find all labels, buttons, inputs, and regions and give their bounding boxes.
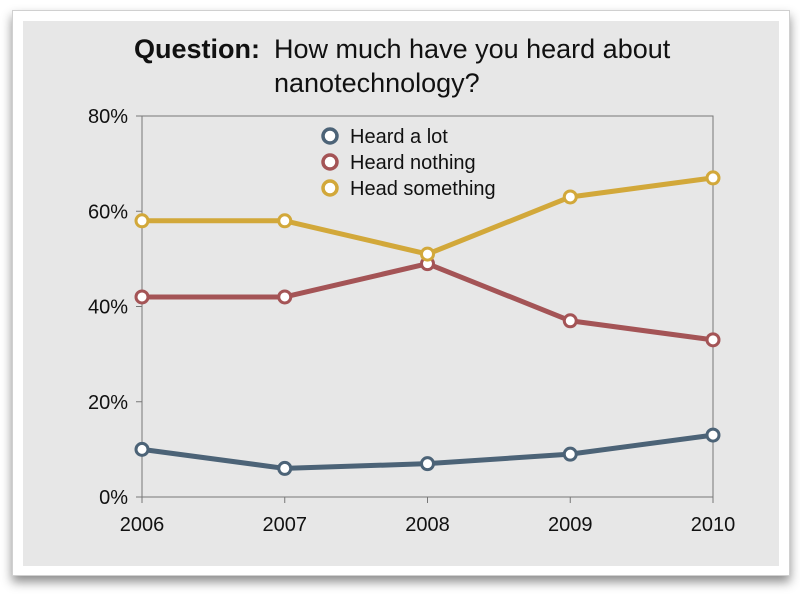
y-tick-label: 20% xyxy=(88,392,128,414)
data-point xyxy=(134,289,150,305)
data-point xyxy=(134,441,150,457)
y-tick-label: 0% xyxy=(99,487,128,509)
y-tick-label: 60% xyxy=(88,201,128,223)
data-point xyxy=(705,332,721,348)
legend-marker xyxy=(321,153,339,171)
chart-title: Question: How much have you heard about n… xyxy=(134,32,674,100)
legend-label: Head something xyxy=(350,178,496,200)
data-point xyxy=(562,446,578,462)
chart-panel xyxy=(23,21,779,566)
data-point xyxy=(277,460,293,476)
legend-marker xyxy=(321,127,339,145)
data-point xyxy=(420,246,435,262)
y-tick-label: 40% xyxy=(88,297,128,319)
data-point xyxy=(705,427,721,443)
data-point xyxy=(420,456,435,472)
data-point xyxy=(705,170,721,186)
x-tick-label: 2007 xyxy=(263,514,308,536)
data-point xyxy=(134,213,150,229)
x-tick-label: 2008 xyxy=(405,514,450,536)
data-point xyxy=(562,189,578,205)
x-tick-label: 2009 xyxy=(548,514,593,536)
legend-marker xyxy=(321,179,339,197)
y-tick-label: 80% xyxy=(88,106,128,128)
data-point xyxy=(277,213,293,229)
title-question-text: How much have you heard about nanotechno… xyxy=(274,34,671,98)
data-point xyxy=(562,313,578,329)
legend-label: Heard nothing xyxy=(350,152,476,174)
legend-label: Heard a lot xyxy=(350,126,448,148)
title-bold-label: Question: xyxy=(134,34,260,64)
series-line xyxy=(139,261,716,343)
x-tick-label: 2010 xyxy=(691,514,736,536)
data-point xyxy=(277,289,293,305)
x-tick-label: 2006 xyxy=(120,514,165,536)
